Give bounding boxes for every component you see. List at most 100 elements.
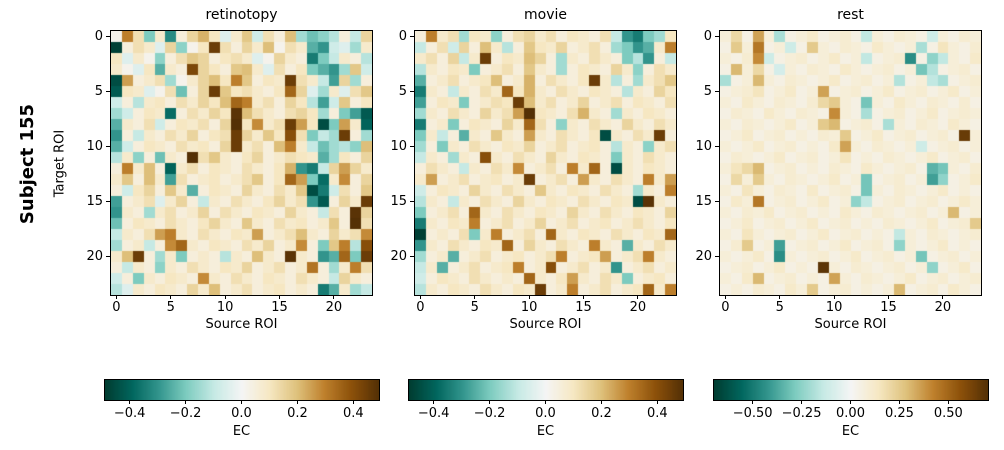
colorbar-label: EC xyxy=(232,424,251,439)
colorbar-tick-mark xyxy=(129,400,131,404)
y-tick-mark xyxy=(410,201,414,202)
colorbar-tick-label: 0.0 xyxy=(231,406,252,421)
y-tick-mark xyxy=(410,146,414,147)
colorbar-tick-mark xyxy=(656,400,658,404)
x-tick-label: 5 xyxy=(775,300,784,315)
colorbar-tick-mark xyxy=(352,400,354,404)
colorbar-tick-mark xyxy=(241,400,242,404)
x-tick-mark xyxy=(637,295,639,299)
colorbar-tick-label: −0.4 xyxy=(113,406,146,421)
x-tick-mark xyxy=(224,295,226,299)
y-tick-label: 10 xyxy=(390,138,407,154)
x-tick-mark xyxy=(474,295,476,299)
x-tick-mark xyxy=(333,295,335,299)
x-tick-label: 0 xyxy=(416,300,425,315)
colorbar-tick-mark xyxy=(898,400,900,404)
x-tick-label: 15 xyxy=(271,300,288,315)
x-tick-label: 20 xyxy=(629,300,647,315)
colorbar-tick-mark xyxy=(801,400,803,404)
colorbar-tick-label: 0.50 xyxy=(933,406,963,421)
y-tick-label: 5 xyxy=(94,83,103,99)
colorbar-tick-mark xyxy=(600,400,602,404)
colorbar-canvas-rest xyxy=(712,379,989,401)
y-tick-mark xyxy=(106,146,110,147)
x-axis-label: Source ROI xyxy=(814,317,887,332)
x-tick-mark xyxy=(942,295,944,299)
x-tick-mark xyxy=(888,295,890,299)
colorbar-tick-label: 0.25 xyxy=(884,406,914,421)
y-tick-label: 0 xyxy=(703,28,712,44)
y-tick-mark xyxy=(410,256,414,257)
x-tick-mark xyxy=(724,295,726,299)
colorbar-label: EC xyxy=(536,424,555,439)
x-tick-label: 5 xyxy=(470,300,479,315)
x-tick-mark xyxy=(528,295,530,299)
colorbar-tick-label: 0.4 xyxy=(342,406,364,421)
y-tick-mark xyxy=(410,36,414,37)
panel-title: retinotopy xyxy=(205,7,278,23)
y-tick-label: 15 xyxy=(390,193,407,209)
colorbar-tick-mark xyxy=(545,400,546,404)
y-tick-label: 5 xyxy=(398,83,407,99)
x-tick-mark xyxy=(170,295,172,299)
colorbar-canvas-retinotopy xyxy=(103,379,380,401)
x-tick-mark xyxy=(833,295,835,299)
heatmap-canvas-retinotopy xyxy=(110,30,373,296)
x-tick-label: 10 xyxy=(520,300,538,315)
x-tick-mark xyxy=(115,295,117,299)
x-tick-mark xyxy=(779,295,781,299)
x-tick-label: 5 xyxy=(166,300,175,315)
colorbar-tick-label: 0.4 xyxy=(646,406,668,421)
colorbar-tick-label: −0.2 xyxy=(169,406,202,421)
y-tick-mark xyxy=(106,256,110,257)
colorbar-tick-mark xyxy=(185,400,187,404)
panel-title: rest xyxy=(837,7,864,23)
heatmap-canvas-rest xyxy=(719,30,982,296)
y-tick-mark xyxy=(715,36,719,37)
x-tick-mark xyxy=(583,295,585,299)
colorbar-tick-mark xyxy=(850,400,851,404)
colorbar-tick-label: 0.0 xyxy=(535,406,556,421)
x-tick-mark xyxy=(279,295,281,299)
y-tick-mark xyxy=(715,201,719,202)
colorbar-canvas-movie xyxy=(407,379,684,401)
x-tick-label: 15 xyxy=(880,300,897,315)
y-tick-mark xyxy=(715,91,719,92)
colorbar-tick-mark xyxy=(296,400,298,404)
colorbar-tick-label: −0.4 xyxy=(417,406,450,421)
x-axis-label: Source ROI xyxy=(509,317,582,332)
panel-title: movie xyxy=(524,7,567,23)
x-tick-label: 20 xyxy=(934,300,952,315)
colorbar-tick-mark xyxy=(433,400,435,404)
colorbar-tick-label: −0.2 xyxy=(473,406,506,421)
y-tick-label: 15 xyxy=(695,193,712,209)
y-tick-mark xyxy=(106,201,110,202)
colorbar-tick-label: −0.50 xyxy=(732,406,773,421)
y-tick-label: 0 xyxy=(94,28,103,44)
colorbar-tick-label: −0.25 xyxy=(781,406,822,421)
y-tick-label: 20 xyxy=(390,248,407,264)
y-tick-label: 5 xyxy=(703,83,712,99)
colorbar-tick-mark xyxy=(947,400,949,404)
colorbar-tick-label: 0.2 xyxy=(591,406,612,421)
x-tick-label: 10 xyxy=(216,300,234,315)
colorbar-tick-label: 0.2 xyxy=(287,406,308,421)
x-tick-label: 20 xyxy=(325,300,343,315)
y-tick-label: 10 xyxy=(86,138,103,154)
y-tick-label: 20 xyxy=(86,248,103,264)
y-tick-mark xyxy=(410,91,414,92)
x-tick-label: 0 xyxy=(721,300,730,315)
colorbar-tick-mark xyxy=(752,400,754,404)
colorbar-tick-label: 0.00 xyxy=(836,406,865,421)
x-tick-label: 0 xyxy=(112,300,121,315)
y-tick-label: 0 xyxy=(398,28,407,44)
y-tick-mark xyxy=(715,146,719,147)
heatmap-canvas-movie xyxy=(414,30,677,296)
y-tick-mark xyxy=(106,91,110,92)
x-tick-label: 10 xyxy=(825,300,843,315)
y-tick-label: 20 xyxy=(695,248,712,264)
y-tick-label: 15 xyxy=(86,193,103,209)
y-tick-label: 10 xyxy=(695,138,712,154)
colorbar-tick-mark xyxy=(489,400,491,404)
